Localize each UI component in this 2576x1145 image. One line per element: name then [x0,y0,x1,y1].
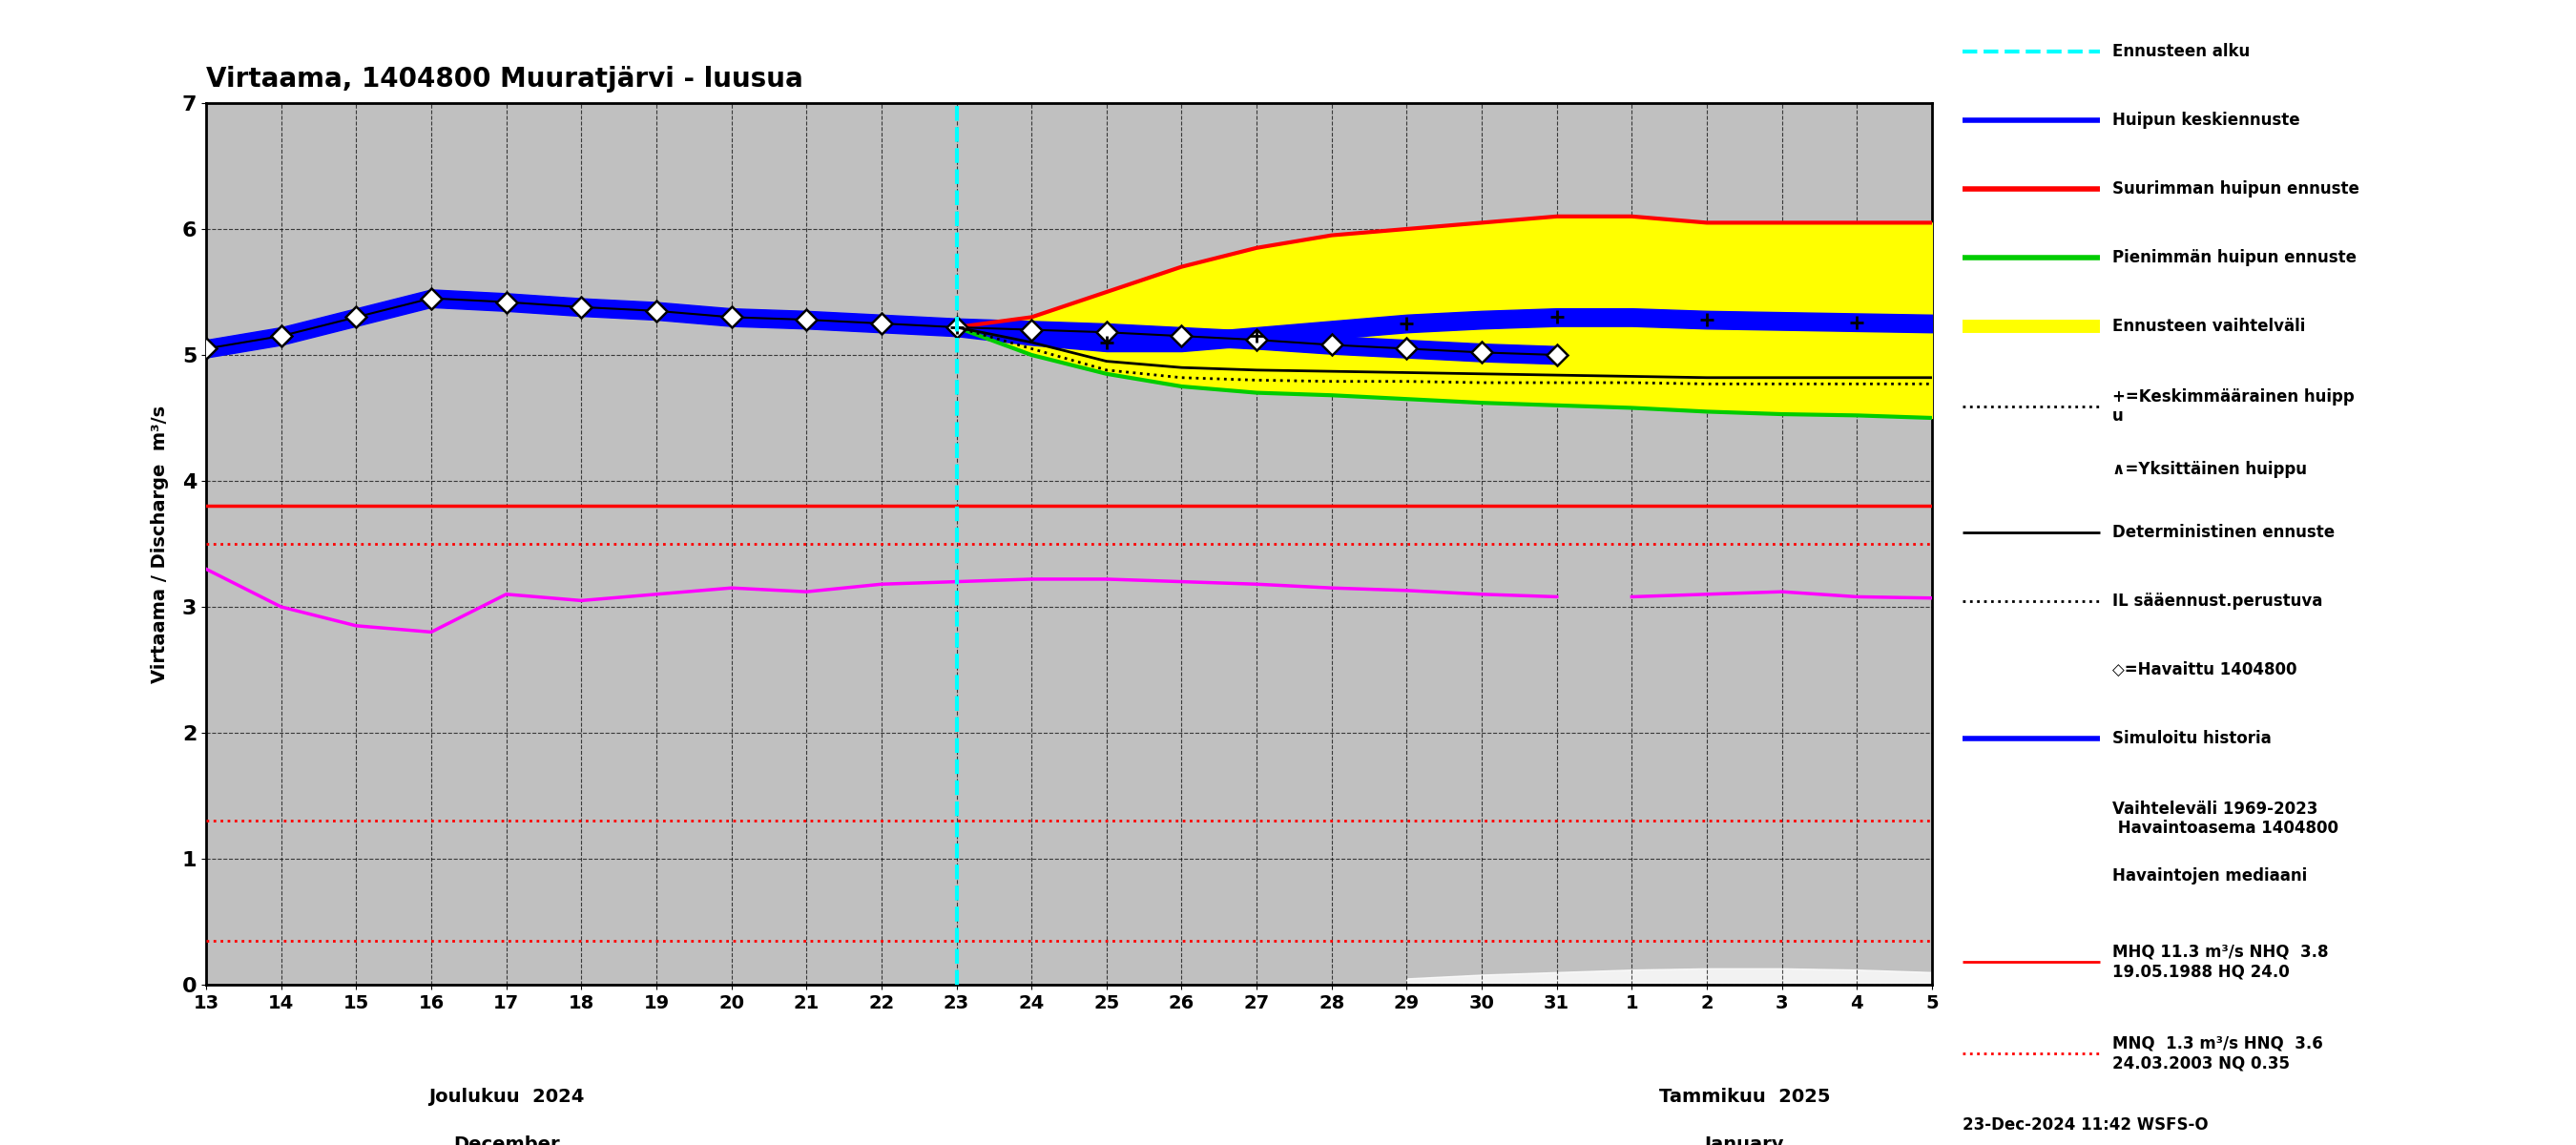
Text: +=Keskimmäärainen huipp
u: +=Keskimmäärainen huipp u [2112,388,2354,425]
Text: IL sääennust.perustuva: IL sääennust.perustuva [2112,593,2324,609]
Text: Deterministinen ennuste: Deterministinen ennuste [2112,524,2334,540]
Text: Suurimman huipun ennuste: Suurimman huipun ennuste [2112,180,2360,197]
Text: Pienimmän huipun ennuste: Pienimmän huipun ennuste [2112,248,2357,266]
Text: Simuloitu historia: Simuloitu historia [2112,731,2272,747]
Text: 23-Dec-2024 11:42 WSFS-O: 23-Dec-2024 11:42 WSFS-O [1963,1116,2208,1134]
Text: Tammikuu  2025: Tammikuu 2025 [1659,1088,1829,1106]
Text: Huipun keskiennuste: Huipun keskiennuste [2112,111,2300,128]
Text: Virtaama, 1404800 Muuratjärvi - luusua: Virtaama, 1404800 Muuratjärvi - luusua [206,66,804,93]
Text: ∧=Yksittäinen huippu: ∧=Yksittäinen huippu [2112,460,2308,479]
Text: Vaihteleväli 1969-2023
 Havaintoasema 1404800: Vaihteleväli 1969-2023 Havaintoasema 140… [2112,800,2339,837]
Text: MNQ  1.3 m³/s HNQ  3.6
24.03.2003 NQ 0.35: MNQ 1.3 m³/s HNQ 3.6 24.03.2003 NQ 0.35 [2112,1035,2324,1072]
Text: MHQ 11.3 m³/s NHQ  3.8
19.05.1988 HQ 24.0: MHQ 11.3 m³/s NHQ 3.8 19.05.1988 HQ 24.0 [2112,943,2329,980]
Text: Joulukuu  2024: Joulukuu 2024 [428,1088,585,1106]
Text: Ennusteen vaihtelväli: Ennusteen vaihtelväli [2112,317,2306,334]
Text: Havaintojen mediaani: Havaintojen mediaani [2112,868,2308,884]
Text: December: December [453,1136,559,1145]
Text: ◇=Havaittu 1404800: ◇=Havaittu 1404800 [2112,661,2298,678]
Text: January: January [1705,1136,1785,1145]
Text: Ennusteen alku: Ennusteen alku [2112,42,2249,60]
Y-axis label: Virtaama / Discharge  m³/s: Virtaama / Discharge m³/s [149,405,167,682]
